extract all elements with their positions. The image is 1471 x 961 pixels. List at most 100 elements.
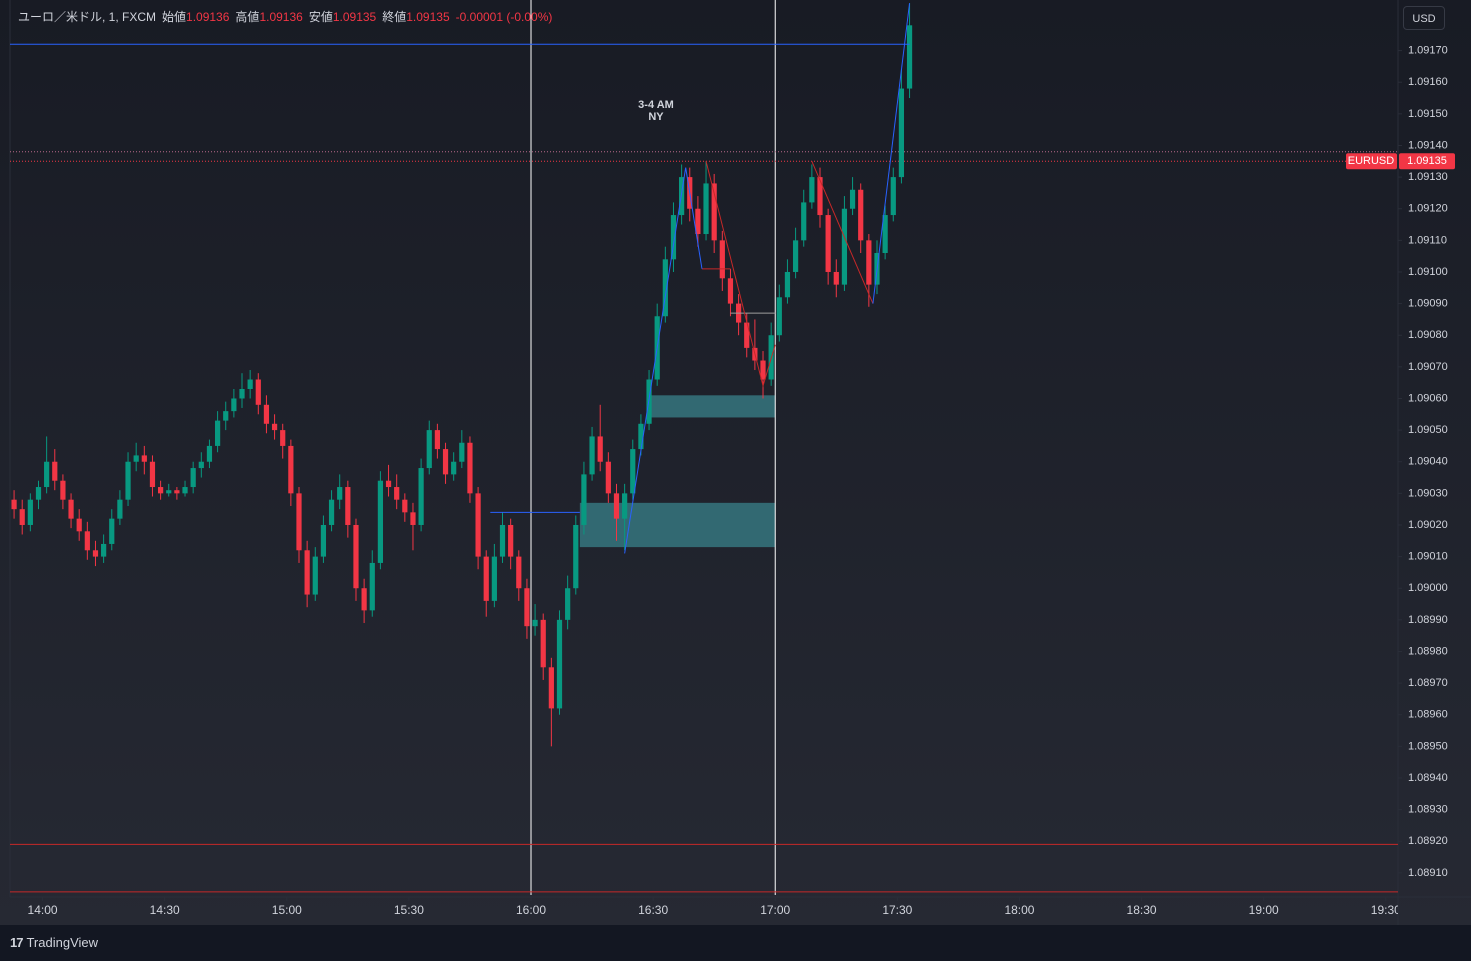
y-tick-label: 1.09030 [1408, 487, 1448, 499]
candle-body [166, 490, 172, 494]
x-tick-label: 18:30 [1127, 903, 1157, 917]
candle-body [565, 588, 571, 620]
candle-body [597, 436, 603, 462]
candle-body [247, 379, 253, 389]
candle-body [801, 202, 807, 241]
candle-body [402, 499, 408, 513]
x-tick-label: 17:30 [882, 903, 912, 917]
candle-body [68, 499, 74, 519]
candle-body [817, 177, 823, 216]
candle-body [223, 411, 229, 421]
candle-body [508, 524, 514, 557]
drawing-line [811, 161, 874, 304]
candle-body [361, 588, 367, 611]
candle-body [703, 183, 709, 235]
currency-button[interactable]: USD [1403, 6, 1445, 30]
candle-body [459, 442, 465, 462]
candle-body [589, 436, 595, 475]
candle-body [849, 189, 856, 209]
candle-body [605, 461, 611, 494]
x-tick-label: 19:30 [1371, 903, 1401, 917]
symbol-title: ユーロ／米ドル, 1, FXCM [18, 10, 157, 24]
candle-body [548, 667, 554, 709]
candle-body [442, 449, 449, 475]
y-tick-label: 1.09060 [1408, 392, 1448, 404]
candle-body [101, 543, 107, 557]
legend-label: 始値 [162, 10, 187, 24]
candle-body [377, 480, 384, 563]
candle-body [174, 490, 180, 494]
candle-body [190, 468, 196, 488]
y-tick-label: 1.09100 [1408, 266, 1448, 278]
candle-body [760, 360, 766, 380]
y-tick-label: 1.09020 [1408, 519, 1448, 531]
candle-body [467, 442, 473, 494]
brand-logo: 17 TradingView [10, 935, 98, 950]
candle-body [198, 461, 204, 469]
candle-body [906, 25, 913, 89]
x-tick-label: 14:30 [150, 903, 180, 917]
x-tick-label: 19:00 [1249, 903, 1279, 917]
candle-body [792, 240, 799, 272]
candle-body [516, 556, 522, 589]
candle-body [784, 271, 791, 298]
candle-body [573, 524, 579, 589]
candle-body [44, 461, 50, 488]
candle-body [125, 461, 131, 500]
y-tick-label: 1.08930 [1408, 804, 1448, 816]
candle-body [304, 550, 310, 595]
y-tick-label: 1.09040 [1408, 456, 1448, 468]
candle-body [27, 499, 33, 525]
legend-change: -0.00001 (-0.00%) [455, 10, 553, 24]
candle-body [182, 487, 188, 494]
annotation-line: 3-4 AM [638, 99, 674, 111]
drawing-line [705, 161, 776, 388]
candle-body [345, 487, 351, 525]
candle-body [239, 388, 245, 399]
candle-body [149, 461, 156, 488]
candle-body [117, 499, 123, 519]
candle-body [394, 487, 400, 500]
candle-body [483, 556, 489, 601]
legend-value: 1.09136 [259, 10, 303, 24]
candle-body [84, 531, 90, 551]
y-tick-label: 1.08920 [1408, 835, 1448, 847]
y-tick-label: 1.09160 [1408, 76, 1448, 88]
candle-body [426, 430, 432, 469]
candle-body [410, 512, 416, 525]
candle-body [630, 449, 636, 494]
candle-body [744, 322, 750, 348]
candle-body [353, 524, 359, 589]
y-tick-label: 1.09090 [1408, 298, 1448, 310]
candle-body [280, 430, 286, 446]
candle-body [613, 493, 620, 519]
candle-body [499, 524, 506, 557]
candle-body [328, 499, 335, 525]
x-tick-label: 15:30 [394, 903, 424, 917]
candle-body [825, 215, 831, 272]
y-tick-label: 1.09120 [1408, 203, 1448, 215]
y-tick-label: 1.08990 [1408, 614, 1448, 626]
symbol-tag-text: EURUSD [1348, 155, 1395, 167]
candle-body [109, 518, 115, 544]
y-tick-label: 1.09110 [1408, 234, 1447, 246]
x-tick-label: 18:00 [1004, 903, 1034, 917]
candle-body [369, 562, 375, 611]
candle-body [19, 509, 25, 525]
candle-body [670, 215, 677, 260]
candle-body [214, 420, 221, 446]
candle-body [206, 445, 213, 462]
candle-body [532, 619, 538, 627]
candle-body [263, 404, 270, 424]
candle-body [858, 189, 864, 241]
candle-body [157, 487, 164, 494]
candle-body [60, 480, 66, 500]
candle-body [866, 240, 872, 285]
zone-box [649, 395, 776, 418]
logo-mark: 17 [10, 935, 24, 950]
x-tick-label: 16:30 [638, 903, 668, 917]
x-tick-label: 14:00 [28, 903, 58, 917]
